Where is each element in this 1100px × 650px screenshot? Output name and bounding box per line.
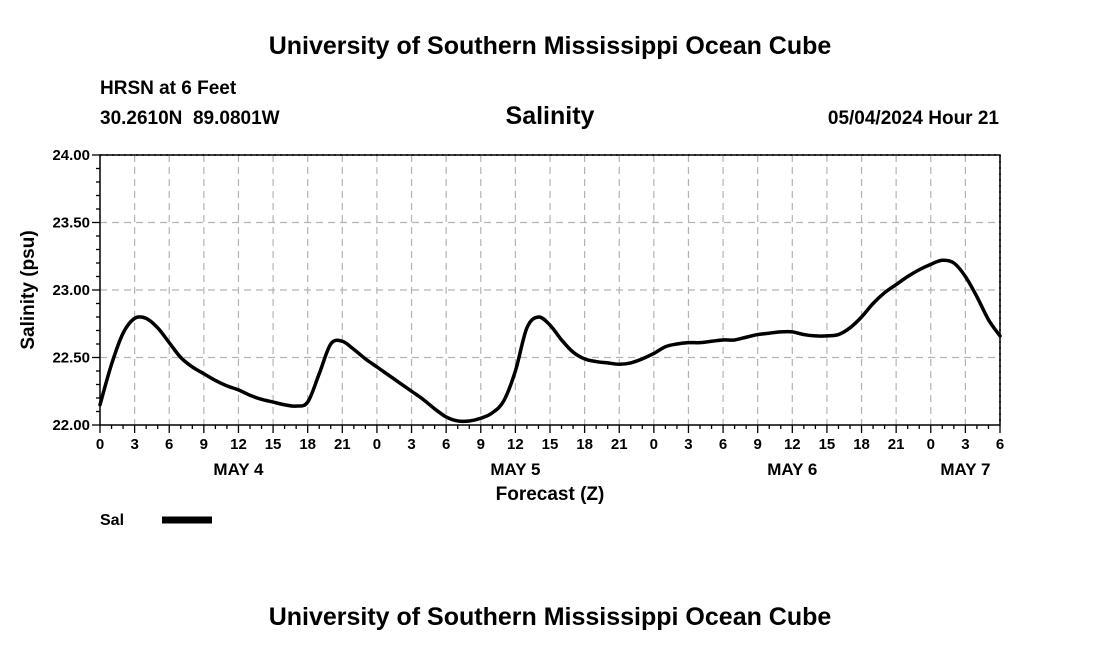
x-tick-label: 9	[200, 436, 208, 453]
timestamp-label: 05/04/2024 Hour 21	[828, 108, 1000, 129]
top-title: University of Southern Mississippi Ocean…	[269, 32, 832, 60]
chart-title: Salinity	[506, 102, 595, 130]
station-label: HRSN at 6 Feet	[100, 78, 237, 99]
x-tick-label: 18	[299, 436, 316, 453]
axis-ticks	[92, 154, 1001, 433]
x-tick-label: 0	[373, 436, 381, 453]
salinity-series-line	[98, 258, 1002, 424]
x-tick-label: 0	[96, 436, 104, 453]
x-tick-label: 15	[265, 436, 282, 453]
x-tick-label: 15	[542, 436, 559, 453]
x-tick-labels: 0 3 6 9 12 15 18 21 0 3 6 9 12 15 18 21 0 3 6 9 12 15 18 21 0 3 6	[96, 436, 1004, 453]
x-tick-label: 0	[650, 436, 658, 453]
x-tick-label: 18	[576, 436, 593, 453]
y-tick-label: 22.00	[52, 417, 90, 434]
x-tick-label: 12	[507, 436, 524, 453]
day-label: MAY 4	[213, 460, 264, 479]
bottom-title: University of Southern Mississippi Ocean…	[269, 603, 832, 631]
x-tick-label: 12	[230, 436, 247, 453]
x-tick-label: 21	[334, 436, 351, 453]
x-tick-label: 9	[754, 436, 762, 453]
y-tick-labels: 24.00 23.50 23.00 22.50 22.00	[52, 147, 90, 434]
x-tick-label: 3	[684, 436, 692, 453]
coordinates-label: 30.2610N 89.0801W	[100, 108, 280, 129]
x-tick-label: 6	[165, 436, 173, 453]
x-tick-label: 3	[961, 436, 969, 453]
y-tick-label: 23.00	[52, 282, 90, 299]
x-tick-label: 21	[611, 436, 628, 453]
day-label: MAY 7	[940, 460, 990, 479]
x-tick-label: 12	[784, 436, 801, 453]
grid-lines	[100, 155, 1000, 425]
x-tick-label: 3	[407, 436, 415, 453]
x-tick-label: 21	[888, 436, 905, 453]
x-tick-label: 15	[819, 436, 836, 453]
x-axis-label: Forecast (Z)	[496, 484, 605, 505]
x-tick-label: 0	[927, 436, 935, 453]
day-label: MAY 6	[767, 460, 817, 479]
day-labels: MAY 4 MAY 5 MAY 6 MAY 7	[213, 460, 990, 479]
x-tick-label: 6	[719, 436, 727, 453]
day-label: MAY 5	[490, 460, 540, 479]
x-tick-label: 6	[442, 436, 450, 453]
y-tick-label: 23.50	[52, 215, 90, 232]
x-tick-label: 3	[130, 436, 138, 453]
y-tick-label: 24.00	[52, 147, 90, 164]
x-tick-label: 9	[477, 436, 485, 453]
x-tick-label: 18	[853, 436, 870, 453]
x-tick-label: 6	[996, 436, 1004, 453]
legend-label: Sal	[100, 512, 124, 529]
y-tick-label: 22.50	[52, 350, 90, 367]
y-axis-label: Salinity (psu)	[18, 230, 39, 349]
